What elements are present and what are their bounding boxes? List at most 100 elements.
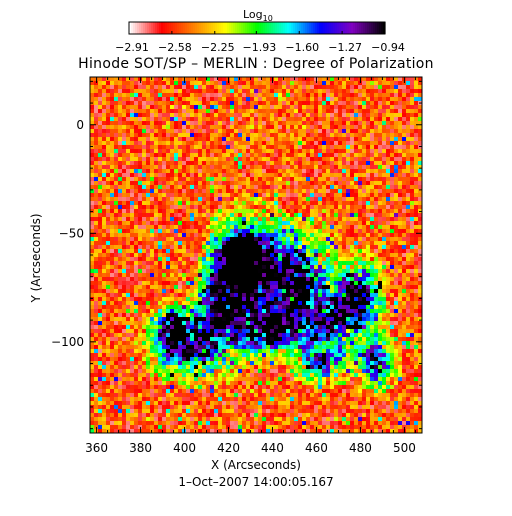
heatmap-cell <box>274 85 278 89</box>
heatmap-cell <box>350 105 354 109</box>
heatmap-cell <box>242 169 246 173</box>
heatmap-cell <box>150 197 154 201</box>
heatmap-cell <box>150 129 154 133</box>
heatmap-cell <box>298 153 302 157</box>
heatmap-cell <box>286 105 290 109</box>
heatmap-cell <box>158 133 162 137</box>
heatmap-cell <box>226 153 230 157</box>
heatmap-cell <box>162 149 166 153</box>
heatmap-cell <box>238 153 242 157</box>
heatmap-cell <box>298 125 302 129</box>
heatmap-cell <box>162 93 166 97</box>
heatmap-cell <box>294 189 298 193</box>
heatmap-cell <box>338 241 342 245</box>
heatmap-cell <box>350 237 354 241</box>
heatmap-cell <box>310 85 314 89</box>
heatmap-cell <box>190 181 194 185</box>
heatmap-cell <box>386 165 390 169</box>
heatmap-cell <box>266 113 270 117</box>
heatmap-cell <box>262 253 266 257</box>
heatmap-cell <box>222 293 226 297</box>
heatmap-cell <box>294 233 298 237</box>
heatmap-cell <box>370 177 374 181</box>
heatmap-cell <box>186 185 190 189</box>
heatmap-cell <box>358 141 362 145</box>
heatmap-cell <box>270 253 274 257</box>
heatmap-cell <box>314 221 318 225</box>
heatmap-cell <box>330 169 334 173</box>
heatmap-cell <box>414 221 418 225</box>
heatmap-cell <box>286 301 290 305</box>
heatmap-cell <box>114 205 118 209</box>
heatmap-cell <box>206 273 210 277</box>
heatmap-cell <box>378 209 382 213</box>
heatmap-cell <box>406 169 410 173</box>
heatmap-cell <box>178 149 182 153</box>
heatmap-cell <box>146 181 150 185</box>
heatmap-cell <box>342 113 346 117</box>
heatmap-cell <box>362 125 366 129</box>
heatmap-cell <box>90 77 94 81</box>
heatmap-cell <box>242 217 246 221</box>
heatmap-cell <box>194 217 198 221</box>
heatmap-cell <box>126 305 130 309</box>
heatmap-cell <box>142 157 146 161</box>
heatmap-cell <box>130 173 134 177</box>
heatmap-cell <box>402 225 406 229</box>
heatmap-cell <box>270 189 274 193</box>
heatmap-cell <box>238 285 242 289</box>
heatmap-cell <box>122 201 126 205</box>
heatmap-cell <box>214 193 218 197</box>
heatmap-cell <box>162 301 166 305</box>
heatmap-cell <box>322 293 326 297</box>
heatmap-cell <box>254 233 258 237</box>
heatmap-cell <box>202 273 206 277</box>
heatmap-cell <box>138 101 142 105</box>
heatmap-cell <box>330 89 334 93</box>
heatmap-cell <box>206 177 210 181</box>
heatmap-cell <box>98 161 102 165</box>
heatmap-cell <box>206 109 210 113</box>
heatmap-cell <box>310 245 314 249</box>
heatmap-cell <box>178 109 182 113</box>
heatmap-cell <box>358 201 362 205</box>
heatmap-cell <box>242 137 246 141</box>
heatmap-cell <box>102 265 106 269</box>
heatmap-cell <box>306 305 310 309</box>
heatmap-cell <box>326 273 330 277</box>
heatmap-cell <box>414 193 418 197</box>
heatmap-cell <box>150 205 154 209</box>
heatmap-cell <box>170 285 174 289</box>
heatmap-cell <box>122 193 126 197</box>
heatmap-cell <box>374 217 378 221</box>
heatmap-cell <box>406 209 410 213</box>
heatmap-cell <box>390 253 394 257</box>
heatmap-cell <box>166 109 170 113</box>
heatmap-cell <box>338 277 342 281</box>
heatmap-cell <box>330 217 334 221</box>
heatmap-cell <box>210 209 214 213</box>
heatmap-cell <box>198 265 202 269</box>
heatmap-cell <box>354 177 358 181</box>
heatmap-cell <box>242 101 246 105</box>
heatmap-cell <box>154 233 158 237</box>
heatmap-cell <box>214 173 218 177</box>
heatmap-cell <box>350 153 354 157</box>
heatmap-cell <box>274 109 278 113</box>
heatmap-cell <box>310 129 314 133</box>
heatmap-cell <box>130 241 134 245</box>
heatmap-cell <box>274 77 278 81</box>
heatmap-cell <box>278 89 282 93</box>
heatmap-cell <box>294 85 298 89</box>
heatmap-cell <box>306 169 310 173</box>
heatmap-cell <box>418 277 422 281</box>
heatmap-cell <box>282 165 286 169</box>
heatmap-cell <box>302 89 306 93</box>
heatmap-cell <box>278 253 282 257</box>
heatmap-cell <box>202 169 206 173</box>
heatmap-cell <box>170 209 174 213</box>
heatmap-cell <box>118 309 122 313</box>
heatmap-cell <box>342 105 346 109</box>
heatmap-cell <box>262 137 266 141</box>
heatmap-cell <box>158 221 162 225</box>
